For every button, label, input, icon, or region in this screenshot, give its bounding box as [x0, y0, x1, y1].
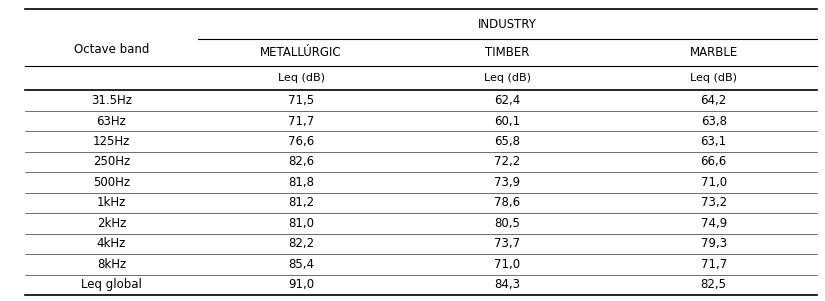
- Text: MARBLE: MARBLE: [690, 46, 738, 59]
- Text: 78,6: 78,6: [494, 196, 521, 209]
- Text: 63,8: 63,8: [700, 114, 727, 128]
- Text: 80,5: 80,5: [494, 217, 521, 230]
- Text: Leq global: Leq global: [81, 278, 142, 291]
- Text: 63Hz: 63Hz: [97, 114, 126, 128]
- Text: 81,8: 81,8: [288, 176, 314, 189]
- Text: 82,6: 82,6: [288, 155, 314, 169]
- Text: METALLÚRGIC: METALLÚRGIC: [261, 46, 342, 59]
- Text: 71,0: 71,0: [494, 258, 521, 271]
- Text: 31.5Hz: 31.5Hz: [91, 94, 132, 107]
- Text: 250Hz: 250Hz: [92, 155, 130, 169]
- Text: 71,7: 71,7: [700, 258, 727, 271]
- Text: 8kHz: 8kHz: [97, 258, 126, 271]
- Text: 500Hz: 500Hz: [93, 176, 130, 189]
- Text: Leq (dB): Leq (dB): [691, 73, 737, 83]
- Text: 81,2: 81,2: [288, 196, 314, 209]
- Text: 79,3: 79,3: [700, 237, 727, 250]
- Text: 2kHz: 2kHz: [97, 217, 126, 230]
- Text: Leq (dB): Leq (dB): [278, 73, 324, 83]
- Text: 125Hz: 125Hz: [92, 135, 130, 148]
- Text: 65,8: 65,8: [494, 135, 521, 148]
- Text: 73,9: 73,9: [494, 176, 521, 189]
- Text: 73,7: 73,7: [494, 237, 521, 250]
- Text: 64,2: 64,2: [700, 94, 727, 107]
- Text: 63,1: 63,1: [700, 135, 727, 148]
- Text: 4kHz: 4kHz: [97, 237, 126, 250]
- Text: 1kHz: 1kHz: [97, 196, 126, 209]
- Text: 84,3: 84,3: [494, 278, 521, 291]
- Text: 74,9: 74,9: [700, 217, 727, 230]
- Text: 81,0: 81,0: [288, 217, 314, 230]
- Text: 85,4: 85,4: [288, 258, 314, 271]
- Text: 73,2: 73,2: [700, 196, 727, 209]
- Text: 82,2: 82,2: [288, 237, 314, 250]
- Text: 66,6: 66,6: [700, 155, 727, 169]
- Text: Octave band: Octave band: [73, 43, 149, 56]
- Text: 60,1: 60,1: [494, 114, 521, 128]
- Text: 71,5: 71,5: [288, 94, 314, 107]
- Text: 82,5: 82,5: [700, 278, 727, 291]
- Text: Leq (dB): Leq (dB): [484, 73, 530, 83]
- Text: 71,7: 71,7: [288, 114, 314, 128]
- Text: INDUSTRY: INDUSTRY: [478, 17, 537, 31]
- Text: 91,0: 91,0: [288, 278, 314, 291]
- Text: 76,6: 76,6: [288, 135, 314, 148]
- Text: TIMBER: TIMBER: [485, 46, 530, 59]
- Text: 71,0: 71,0: [700, 176, 727, 189]
- Text: 72,2: 72,2: [494, 155, 521, 169]
- Text: 62,4: 62,4: [494, 94, 521, 107]
